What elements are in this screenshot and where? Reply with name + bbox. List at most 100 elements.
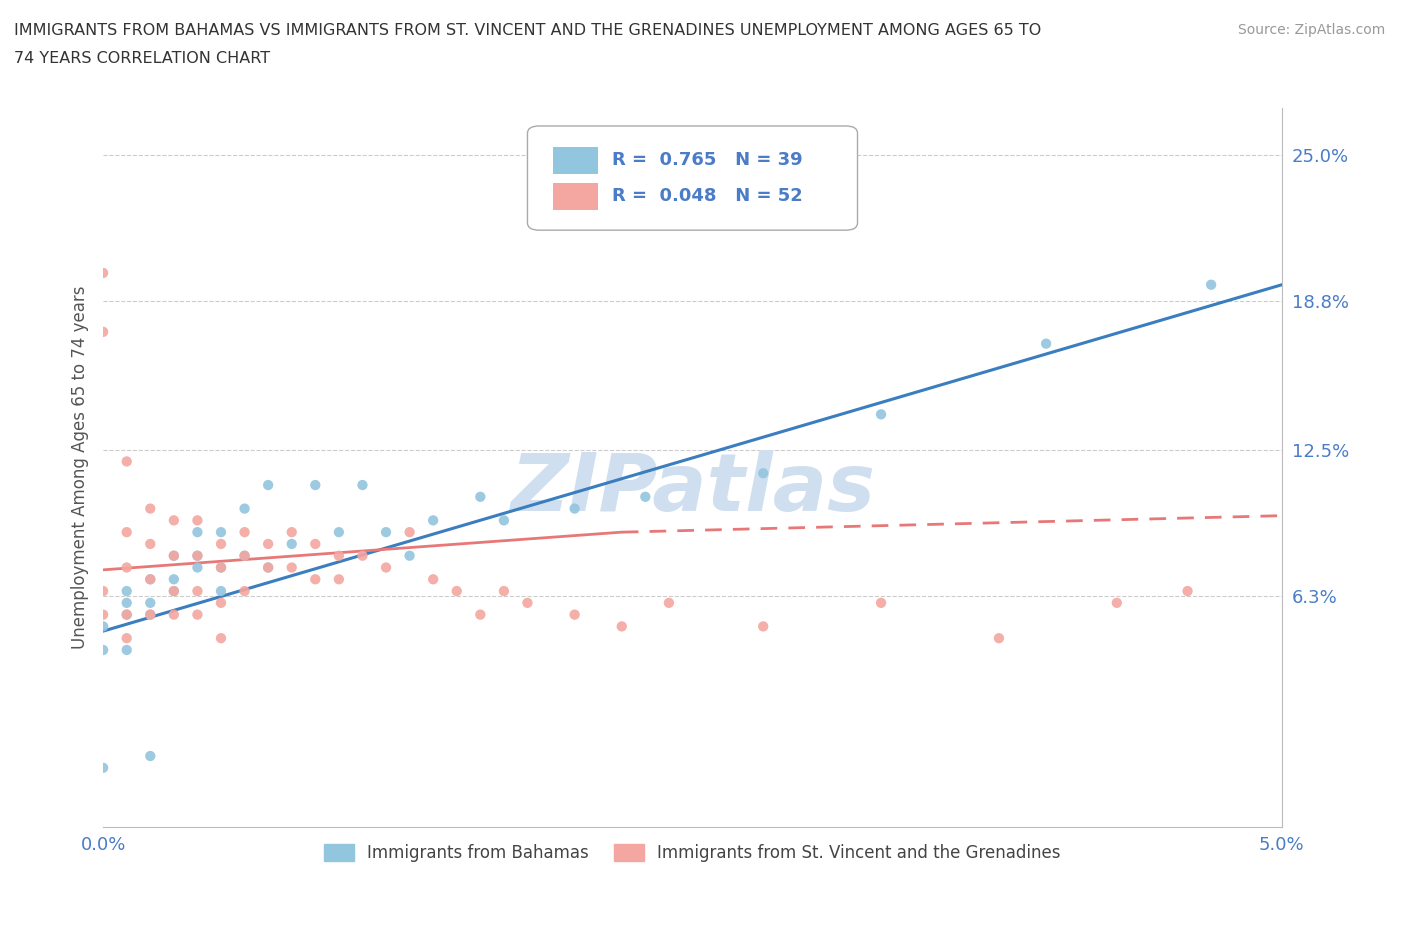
Point <box>163 584 186 599</box>
Point <box>564 607 586 622</box>
Point <box>209 560 232 575</box>
Point <box>209 560 232 575</box>
FancyBboxPatch shape <box>527 126 858 231</box>
Point <box>163 549 186 564</box>
Point <box>91 643 114 658</box>
Point <box>1199 277 1222 292</box>
Point <box>516 595 538 610</box>
Point <box>257 560 280 575</box>
Point <box>422 513 444 528</box>
Point <box>209 631 232 645</box>
Point <box>257 560 280 575</box>
Point <box>752 466 775 481</box>
Point <box>470 489 492 504</box>
Point <box>209 584 232 599</box>
Point <box>186 549 208 564</box>
Point <box>139 607 162 622</box>
Point <box>328 572 350 587</box>
Point <box>398 549 420 564</box>
Point <box>564 501 586 516</box>
Point <box>163 549 186 564</box>
Point <box>328 525 350 539</box>
Point <box>233 525 256 539</box>
Point <box>115 560 138 575</box>
Point <box>233 584 256 599</box>
Point <box>115 595 138 610</box>
Point <box>1105 595 1128 610</box>
Point <box>352 549 374 564</box>
Point <box>634 489 657 504</box>
Point <box>91 584 114 599</box>
Point <box>163 572 186 587</box>
Point <box>209 537 232 551</box>
Text: R =  0.765   N = 39: R = 0.765 N = 39 <box>613 152 803 169</box>
Point <box>163 513 186 528</box>
Legend: Immigrants from Bahamas, Immigrants from St. Vincent and the Grenadines: Immigrants from Bahamas, Immigrants from… <box>318 837 1067 869</box>
Point <box>280 525 302 539</box>
Point <box>280 537 302 551</box>
Point <box>492 513 515 528</box>
Point <box>163 584 186 599</box>
Point <box>115 525 138 539</box>
Point <box>91 325 114 339</box>
Point <box>257 478 280 493</box>
Point <box>139 749 162 764</box>
Point <box>115 454 138 469</box>
Point <box>304 572 326 587</box>
Point <box>139 501 162 516</box>
Point <box>658 595 681 610</box>
Text: R =  0.048   N = 52: R = 0.048 N = 52 <box>613 188 803 206</box>
Point <box>91 607 114 622</box>
Point <box>115 643 138 658</box>
Point <box>139 607 162 622</box>
Point <box>186 584 208 599</box>
Point <box>91 761 114 776</box>
Point <box>422 572 444 587</box>
Point <box>115 607 138 622</box>
Point <box>233 501 256 516</box>
Point <box>375 560 398 575</box>
Point <box>304 537 326 551</box>
Point <box>470 607 492 622</box>
Point <box>870 407 893 422</box>
Point <box>352 478 374 493</box>
Point <box>186 525 208 539</box>
Text: 74 YEARS CORRELATION CHART: 74 YEARS CORRELATION CHART <box>14 51 270 66</box>
Point <box>233 549 256 564</box>
Point <box>209 525 232 539</box>
Point <box>139 572 162 587</box>
Point <box>870 595 893 610</box>
Point <box>1177 584 1199 599</box>
Text: Source: ZipAtlas.com: Source: ZipAtlas.com <box>1237 23 1385 37</box>
Point <box>752 619 775 634</box>
Y-axis label: Unemployment Among Ages 65 to 74 years: Unemployment Among Ages 65 to 74 years <box>72 286 89 649</box>
Point <box>328 549 350 564</box>
Point <box>398 525 420 539</box>
Point <box>304 478 326 493</box>
Point <box>492 584 515 599</box>
Point <box>987 631 1010 645</box>
Point <box>446 584 468 599</box>
Point <box>139 537 162 551</box>
Point <box>186 607 208 622</box>
Point <box>163 607 186 622</box>
Point <box>139 595 162 610</box>
Point <box>186 549 208 564</box>
FancyBboxPatch shape <box>554 183 598 210</box>
Text: IMMIGRANTS FROM BAHAMAS VS IMMIGRANTS FROM ST. VINCENT AND THE GRENADINES UNEMPL: IMMIGRANTS FROM BAHAMAS VS IMMIGRANTS FR… <box>14 23 1042 38</box>
Point <box>115 631 138 645</box>
Point <box>115 584 138 599</box>
Point <box>233 549 256 564</box>
FancyBboxPatch shape <box>554 147 598 174</box>
Point <box>186 560 208 575</box>
Point <box>91 619 114 634</box>
Text: ZIPatlas: ZIPatlas <box>510 450 875 528</box>
Point <box>115 607 138 622</box>
Point <box>91 265 114 280</box>
Point <box>139 572 162 587</box>
Point <box>209 595 232 610</box>
Point <box>186 513 208 528</box>
Point <box>257 537 280 551</box>
Point <box>280 560 302 575</box>
Point <box>1035 337 1057 352</box>
